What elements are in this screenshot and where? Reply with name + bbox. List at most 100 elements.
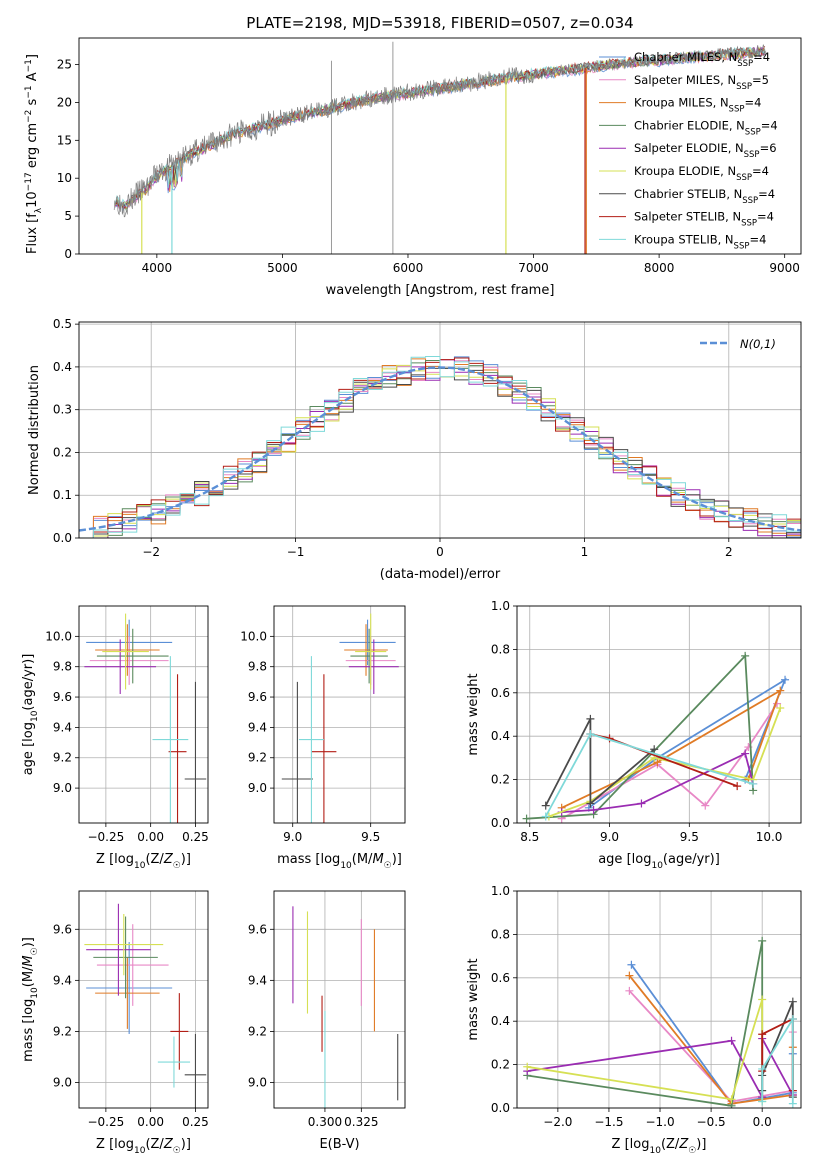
y-tick-label: 9.2: [53, 1024, 72, 1038]
x-axis-label: Z [log10(Z/Z☉)]: [96, 1137, 191, 1156]
label-part: 10: [134, 861, 146, 871]
y-axis-label: mass [log10(M/M☉)]: [21, 937, 40, 1062]
legend-entry-kroupa-stelib: Kroupa STELIB, NSSP=4: [634, 232, 766, 251]
label-part: Z: [163, 852, 174, 867]
x-tick-label: 0.25: [182, 830, 209, 844]
series-marker: [541, 812, 550, 821]
label-part: A: [25, 72, 40, 85]
series-marker: [758, 1030, 767, 1039]
label-part: mass weight: [466, 958, 481, 1040]
y-tick-label: 1.0: [491, 599, 510, 613]
y-tick-label: 20: [57, 95, 72, 109]
y-tick-label: 15: [57, 133, 72, 147]
series-marker: [733, 782, 742, 791]
label-part: log: [114, 852, 134, 867]
y-tick-label: 9.4: [53, 720, 72, 734]
y-tick-label: 0.6: [491, 686, 510, 700]
y-tick-label: 0.2: [53, 445, 72, 459]
legend-tail: =5: [752, 73, 769, 87]
legend-entry-salpeter-stelib: Salpeter STELIB, NSSP=4: [634, 210, 774, 229]
legend-entry-kroupa-miles: Kroupa MILES, NSSP=4: [634, 96, 761, 115]
mass-z-panel: −0.25 0.00 0.259.09.29.49.6Z [log10(Z/Z☉)]…: [21, 890, 209, 1156]
legend-text: Kroupa STELIB, N: [634, 232, 734, 246]
y-tick-label: 0.3: [53, 403, 72, 417]
series-kroupa-elodie: [523, 995, 767, 1106]
x-axis-label: age [log10(age/yr)]: [598, 852, 720, 871]
data-spectrum: [113, 44, 767, 218]
error-bars: [281, 613, 399, 823]
residuals-panel: −2 −1 0 1 2 0.0 0.1 0.2 0.3 0.4 0.5 N(0,1) (data-mod…: [27, 317, 802, 582]
legend-sub: SSP: [741, 219, 757, 229]
x-tick-label: 0.25: [182, 1115, 209, 1129]
legend-text: Salpeter MILES, N: [634, 73, 736, 87]
legend-sub: SSP: [742, 196, 758, 206]
x-tick-label: −1: [287, 545, 305, 559]
y-tick-label: 9.0: [53, 1075, 72, 1089]
series-chabrier-miles: [627, 960, 797, 1108]
series-marker: [749, 779, 758, 788]
x-axis-label: E(B-V): [319, 1137, 359, 1152]
point-salpeter-stelib: [168, 674, 187, 823]
x-tick-label: 10.0: [756, 830, 783, 844]
y-tick-label: 0: [64, 247, 72, 261]
legend-sub: SSP: [736, 82, 752, 92]
label-part: Z: [163, 1137, 174, 1152]
x-tick-label: 4000: [142, 261, 173, 275]
series-line: [761, 1015, 794, 1104]
label-part: mass [: [277, 852, 320, 867]
series-line: [761, 1017, 794, 1091]
legend-tail: =4: [761, 118, 778, 132]
legend-sub: SSP: [737, 59, 753, 69]
point-salpeter-elodie: [348, 639, 399, 695]
y-tick-label: 0.8: [491, 927, 510, 941]
model-spectrum-kroupa-stelib: [114, 46, 766, 208]
point-kroupa-stelib: [152, 656, 189, 823]
y-tick-label: 10.0: [240, 629, 267, 643]
y-tick-label: 25: [57, 58, 72, 72]
label-part: −17: [24, 172, 34, 191]
y-tick-label: 9.4: [248, 973, 267, 987]
legend-tail: =4: [753, 50, 770, 64]
normal-curve: [79, 366, 801, 532]
x-tick-label: 6000: [393, 261, 424, 275]
label-part: (age/yr)]: [21, 654, 36, 711]
y-tick-label: 9.6: [53, 690, 72, 704]
y-tick-label: 0.0: [53, 531, 72, 545]
legend-sub: SSP: [734, 241, 750, 251]
series-marker: [788, 1015, 797, 1024]
y-tick-label: 9.0: [248, 781, 267, 795]
series-salpeter-miles: [557, 699, 782, 823]
point-kroupa-miles: [344, 624, 388, 676]
legend-entry-normal: N(0,1): [740, 337, 776, 351]
series-marker: [586, 799, 595, 808]
legend-sub: SSP: [745, 127, 761, 137]
series-kroupa-stelib: [541, 730, 758, 821]
legend-entry-chabrier-elodie: Chabrier ELODIE, NSSP=4: [634, 118, 778, 137]
y-tick-label: 9.6: [248, 922, 267, 936]
x-axis-label: (data-model)/error: [380, 567, 501, 582]
x-tick-label: −0.25: [87, 1115, 124, 1129]
x-tick-label: 2: [725, 545, 733, 559]
y-tick-label: 0.0: [491, 1101, 510, 1115]
y-tick-label: 10: [57, 171, 72, 185]
label-part: )]: [181, 1137, 191, 1152]
y-tick-label: 0.8: [491, 642, 510, 656]
y-tick-label: 9.2: [248, 751, 267, 765]
x-tick-label: 8000: [644, 261, 675, 275]
y-tick-label: 0.0: [491, 816, 510, 830]
y-tick-label: 9.6: [248, 690, 267, 704]
label-part: age [: [598, 852, 631, 867]
y-tick-label: 10.0: [45, 629, 72, 643]
label-part: −1: [24, 85, 34, 98]
label-part: Z [: [96, 852, 114, 867]
series-line: [561, 688, 782, 809]
series-line: [526, 653, 754, 820]
point-chabrier-miles: [86, 942, 173, 1034]
point-kroupa-elodie: [102, 613, 149, 690]
series-marker: [637, 799, 646, 808]
histograms: [79, 355, 801, 538]
point-salpeter-stelib: [311, 674, 337, 823]
label-part: Flux [f: [25, 213, 40, 254]
series-marker: [758, 995, 767, 1004]
